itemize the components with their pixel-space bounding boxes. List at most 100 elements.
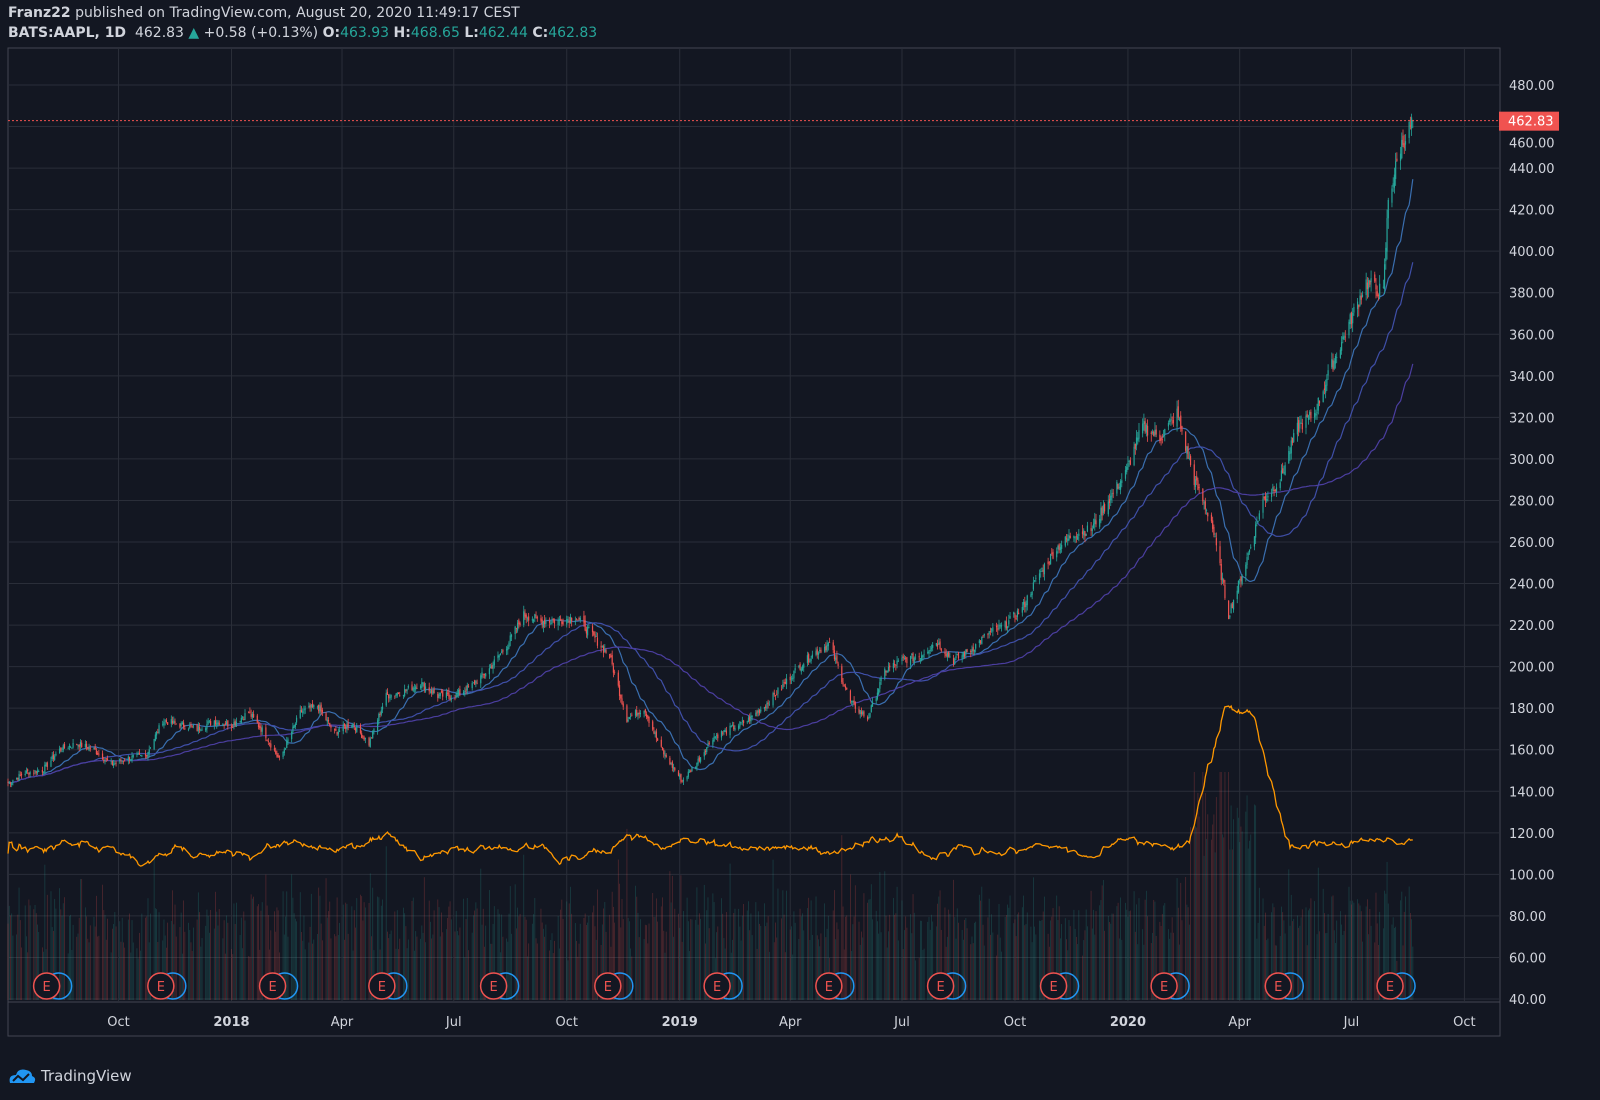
candle: [663, 748, 665, 758]
earnings-circle-icon[interactable]: [368, 972, 396, 1000]
volume-bar: [755, 902, 757, 1000]
volume-bar: [654, 916, 656, 1000]
candle: [8, 781, 10, 785]
earnings-circle-icon[interactable]: [258, 972, 287, 1000]
volume-bar: [751, 935, 753, 1000]
candle: [1224, 579, 1226, 601]
candle: [772, 691, 774, 708]
volume-bar: [1161, 914, 1163, 1000]
earnings-marker[interactable]: E: [32, 972, 73, 1000]
volume-bar: [992, 932, 994, 1000]
earnings-marker[interactable]: E: [1376, 972, 1416, 1000]
candle: [127, 755, 129, 765]
candle: [362, 735, 364, 740]
candle: [1396, 152, 1398, 162]
earnings-marker[interactable]: E: [594, 972, 634, 1000]
candle: [1290, 436, 1292, 460]
earnings-marker[interactable]: E: [926, 972, 967, 1000]
candle: [196, 723, 198, 732]
earnings-circle-icon[interactable]: [1150, 972, 1178, 1000]
volume-bar: [471, 932, 473, 1000]
candle: [853, 696, 855, 706]
volume-bar: [631, 956, 633, 1000]
y-tick-label: 140.00: [1509, 785, 1555, 800]
candle: [147, 751, 149, 761]
y-tick-label: 400.00: [1509, 245, 1555, 260]
volume-bar: [961, 929, 963, 1000]
candle: [1031, 590, 1033, 600]
candle: [528, 612, 530, 627]
volume-bar: [1306, 945, 1308, 1000]
candle: [669, 755, 671, 766]
candle: [1369, 279, 1371, 288]
volume-bar: [385, 846, 387, 1000]
volume-bar: [242, 948, 243, 1000]
candle: [1129, 457, 1131, 466]
earnings-marker[interactable]: E: [1150, 972, 1190, 1000]
volume-bar: [534, 897, 536, 1000]
volume-bar: [27, 952, 29, 1000]
candle: [542, 620, 545, 633]
earnings-circle-icon[interactable]: [1039, 972, 1068, 1000]
earnings-circle-icon[interactable]: [1264, 972, 1293, 1000]
earnings-circle-icon[interactable]: [594, 972, 622, 1000]
candle: [361, 730, 363, 739]
volume-bar: [698, 913, 700, 1000]
candle: [1176, 400, 1178, 432]
candle: [1162, 429, 1165, 438]
candle: [1215, 532, 1217, 552]
earnings-marker[interactable]: E: [368, 972, 408, 1000]
earnings-marker[interactable]: E: [815, 972, 855, 1000]
earnings-marker[interactable]: E: [258, 972, 299, 1000]
earnings-marker[interactable]: E: [1264, 972, 1305, 1000]
candle: [345, 724, 347, 733]
volume-bar: [1186, 904, 1188, 1000]
candle: [1015, 615, 1017, 621]
volume-bar: [104, 914, 106, 1000]
volume-bar: [1057, 920, 1059, 1000]
candle: [832, 639, 834, 654]
earnings-circle-icon[interactable]: [815, 972, 843, 1000]
candle: [232, 724, 234, 728]
time-axis[interactable]: [7, 1001, 1501, 1037]
candle: [824, 644, 826, 653]
earnings-marker[interactable]: E: [703, 972, 743, 1000]
publisher[interactable]: Franz22: [8, 5, 71, 21]
candle: [1101, 505, 1103, 521]
volume-bar: [1310, 898, 1312, 1000]
candle: [1116, 479, 1118, 497]
candle: [1107, 495, 1109, 517]
candle: [1014, 612, 1016, 623]
volume-bar: [1238, 817, 1239, 1000]
earnings-circle-icon[interactable]: [703, 972, 731, 1000]
candle: [448, 687, 450, 700]
plot-area[interactable]: [7, 47, 1501, 1003]
volume-bar: [1127, 916, 1129, 1000]
candle: [437, 691, 439, 702]
earnings-circle-icon[interactable]: [1376, 972, 1404, 1000]
earnings-circle-icon[interactable]: [926, 972, 955, 1000]
earnings-circle-icon[interactable]: [479, 972, 508, 1000]
volume-bar: [853, 916, 855, 1000]
volume-bar: [772, 859, 774, 1000]
earnings-circle-icon[interactable]: [147, 972, 175, 1000]
volume-bar: [403, 907, 404, 1000]
candle: [313, 704, 315, 710]
volume-bar: [1117, 902, 1119, 1000]
earnings-marker[interactable]: E: [147, 972, 187, 1000]
volume-bar: [1056, 895, 1058, 1000]
earnings-circle-icon[interactable]: [32, 972, 61, 1000]
volume-bar: [167, 922, 169, 1000]
candle: [836, 650, 838, 664]
symbol[interactable]: BATS:AAPL, 1D: [8, 25, 127, 41]
earnings-marker[interactable]: E: [1039, 972, 1080, 1000]
volume-bar: [1168, 929, 1169, 1000]
tradingview-logo[interactable]: TradingView: [8, 1067, 132, 1085]
volume-bar: [1017, 914, 1018, 1000]
volume-bar: [852, 924, 854, 1000]
volume-bar: [258, 904, 259, 1000]
earnings-marker[interactable]: E: [479, 972, 520, 1000]
volume-bar: [1300, 917, 1302, 1000]
volume-bar: [162, 940, 164, 1000]
